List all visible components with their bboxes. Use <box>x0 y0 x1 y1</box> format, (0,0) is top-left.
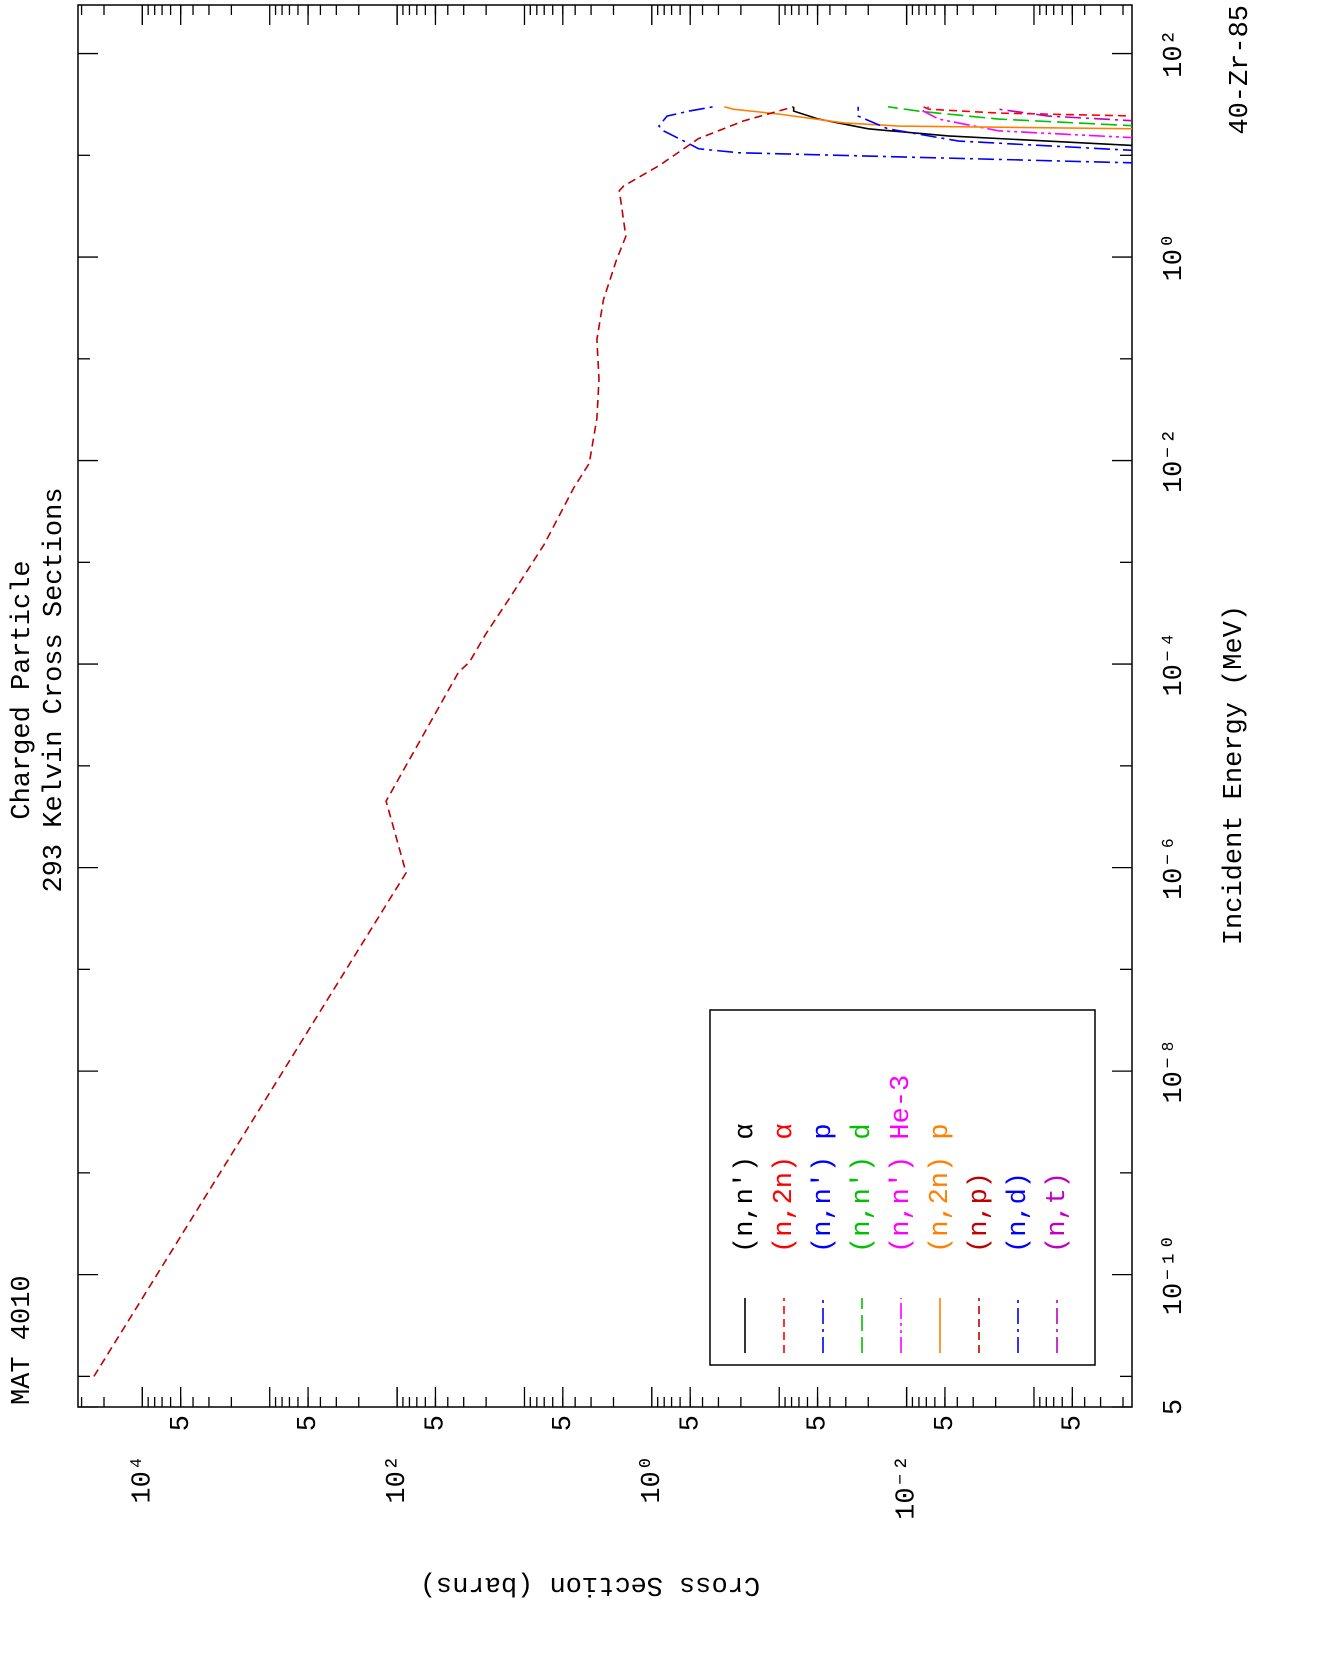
y-tick-label: 5 <box>931 1415 961 1431</box>
x-tick-label: 10⁻² <box>1160 428 1190 493</box>
legend-label: (n,d) <box>1004 1172 1034 1253</box>
x-axis-label: Incident Energy (MeV) <box>1220 605 1250 945</box>
series-line <box>657 105 1132 164</box>
x-tick-label: 10⁰ <box>1160 233 1190 282</box>
y-tick-label: 5 <box>294 1415 324 1431</box>
series-line <box>93 105 794 1377</box>
y-tick-label: 10² <box>383 1455 413 1504</box>
series-line <box>792 106 1132 147</box>
y-tick-label: 10⁰ <box>638 1455 668 1504</box>
legend-box <box>709 1009 1096 1366</box>
y-tick-label: 5 <box>167 1415 197 1431</box>
y-tick-label: 5 <box>804 1415 834 1431</box>
y-tick-label: 10⁻² <box>893 1455 923 1520</box>
legend-label: (n,p) <box>965 1172 995 1253</box>
x-tick-label: 5 <box>1160 1399 1190 1415</box>
material-label: 40-Zr-85 <box>1226 5 1256 135</box>
legend-label: (n,t) <box>1043 1172 1073 1253</box>
y-tick-label: 5 <box>676 1415 706 1431</box>
series-line <box>724 105 1132 130</box>
legend-label: (n,n') p <box>809 1123 839 1253</box>
legend-label: (n,2n) p <box>926 1123 956 1253</box>
chart-subtitle: 293 Kelvin Cross Sections <box>40 487 70 892</box>
series-line <box>887 105 1132 127</box>
y-tick-label: 10⁴ <box>128 1455 158 1504</box>
y-axis-label: Cross Section (barns) <box>420 1569 760 1599</box>
x-tick-label: 10⁻⁸ <box>1160 1039 1190 1104</box>
rotated-chart: MAT 4010 Charged Particle 293 Kelvin Cro… <box>8 4 1256 1599</box>
series-line <box>922 106 1132 117</box>
plot-area <box>93 105 1132 1377</box>
legend-label: (n,2n) α <box>770 1123 800 1253</box>
legend-label: (n,n') d <box>848 1123 878 1253</box>
y-tick-label: 5 <box>549 1415 579 1431</box>
x-tick-label: 10⁻⁴ <box>1160 632 1190 697</box>
plot-frame <box>77 4 1133 1408</box>
legend-label: (n,n') α <box>731 1123 761 1253</box>
x-tick-label: 10⁻⁶ <box>1160 835 1190 900</box>
x-tick-label: 10⁻¹⁰ <box>1160 1234 1190 1315</box>
x-tick-label: 10² <box>1160 29 1190 78</box>
y-tick-label: 5 <box>422 1415 452 1431</box>
y-tick-label: 5 <box>1058 1415 1088 1431</box>
chart-title: MAT 4010 <box>8 1275 38 1405</box>
legend-label: (n,n') He-3 <box>887 1075 917 1253</box>
chart-subtitle: Charged Particle <box>8 560 38 819</box>
series-line <box>857 106 1132 152</box>
